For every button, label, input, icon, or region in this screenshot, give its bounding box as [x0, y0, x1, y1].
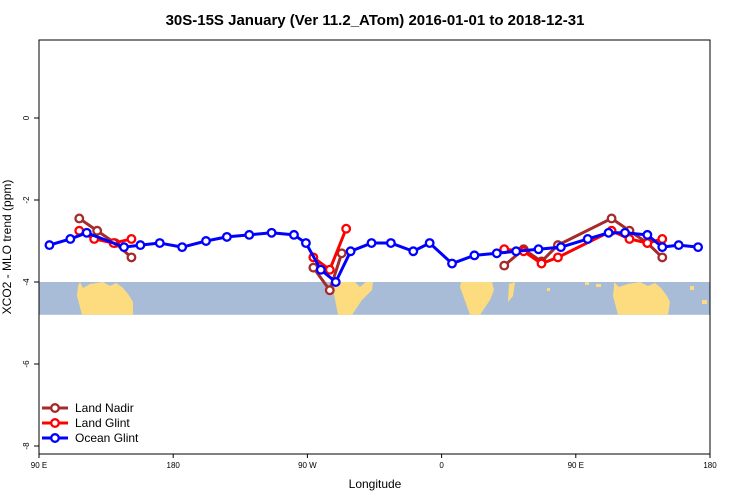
y-tick-label: -4 — [22, 278, 31, 286]
data-point — [324, 264, 335, 275]
data-point — [341, 223, 352, 234]
island — [702, 300, 707, 304]
data-point — [424, 238, 435, 248]
x-tick-label: 90 E — [31, 461, 47, 470]
legend-swatch-marker — [50, 418, 60, 428]
data-point — [491, 248, 502, 259]
data-point — [533, 244, 544, 255]
data-point — [385, 238, 396, 248]
data-point — [126, 233, 137, 244]
plot-frame — [38, 39, 711, 455]
y-tick-label: -2 — [22, 196, 31, 204]
data-point — [324, 285, 335, 296]
island — [585, 282, 589, 285]
data-point — [177, 242, 188, 253]
data-point — [620, 227, 630, 238]
legend-label: Land Nadir — [75, 401, 134, 415]
x-tick-label: 0 — [439, 461, 444, 470]
data-point — [330, 277, 341, 287]
series-layer — [44, 213, 704, 296]
data-point — [552, 252, 563, 263]
data-point — [201, 236, 211, 246]
data-point — [408, 246, 419, 257]
data-point — [642, 229, 653, 240]
y-axis: 0 -2 -4 -6 -8 — [22, 115, 39, 450]
data-point — [657, 233, 668, 244]
x-tick-label: 90 W — [298, 461, 317, 470]
data-point — [300, 238, 311, 248]
land-mass — [460, 282, 494, 315]
island — [547, 288, 550, 291]
map-background — [39, 282, 710, 315]
island — [596, 284, 601, 287]
data-point — [81, 227, 92, 238]
data-point — [126, 252, 137, 263]
x-axis: 90 E 180 90 W 0 90 E 180 — [31, 454, 717, 470]
data-point — [582, 233, 593, 244]
x-tick-label: 90 E — [568, 461, 584, 470]
series-ocean-glint — [44, 227, 704, 287]
x-tick-label: 180 — [167, 461, 181, 470]
data-point — [499, 260, 510, 271]
data-point — [657, 252, 668, 263]
data-point — [74, 213, 85, 224]
data-point — [511, 246, 522, 257]
chart-title: 30S-15S January (Ver 11.2_ATom) 2016-01-… — [166, 12, 585, 29]
island — [690, 286, 694, 290]
data-point — [624, 233, 635, 244]
land-mass — [77, 282, 133, 315]
data-point — [693, 242, 704, 253]
legend-label: Ocean Glint — [75, 431, 139, 445]
land-mass — [508, 282, 515, 302]
data-point — [92, 225, 103, 236]
y-axis-label: XCO2 - MLO trend (ppm) — [0, 180, 14, 315]
data-point — [536, 258, 547, 269]
y-tick-label: -6 — [22, 360, 31, 368]
legend-swatch-marker — [50, 403, 60, 413]
data-point — [44, 240, 55, 251]
legend-label: Land Glint — [75, 416, 130, 430]
ocean-band — [39, 282, 710, 315]
data-point — [65, 233, 76, 244]
data-point — [336, 248, 347, 259]
legend-swatch-marker — [50, 433, 60, 443]
data-point — [366, 238, 377, 248]
series-land-glint — [74, 223, 668, 275]
data-point — [657, 242, 668, 253]
data-point — [154, 238, 165, 248]
land-mass — [613, 282, 670, 315]
y-tick-label: 0 — [22, 115, 31, 120]
data-point — [221, 231, 232, 242]
data-point — [603, 227, 614, 238]
x-tick-label: 180 — [703, 461, 717, 470]
data-point — [345, 246, 356, 257]
data-point — [315, 264, 326, 275]
data-point — [555, 242, 566, 253]
data-point — [119, 242, 129, 253]
data-point — [289, 229, 299, 240]
data-point — [244, 229, 255, 240]
x-axis-label: Longitude — [349, 477, 402, 491]
data-point — [606, 213, 617, 224]
data-point — [642, 238, 653, 248]
data-point — [266, 227, 277, 238]
data-point — [469, 250, 480, 261]
y-tick-label: -8 — [22, 442, 31, 450]
land-mass — [334, 282, 373, 315]
data-point — [673, 240, 684, 251]
data-point — [447, 258, 457, 269]
data-point — [135, 240, 146, 251]
